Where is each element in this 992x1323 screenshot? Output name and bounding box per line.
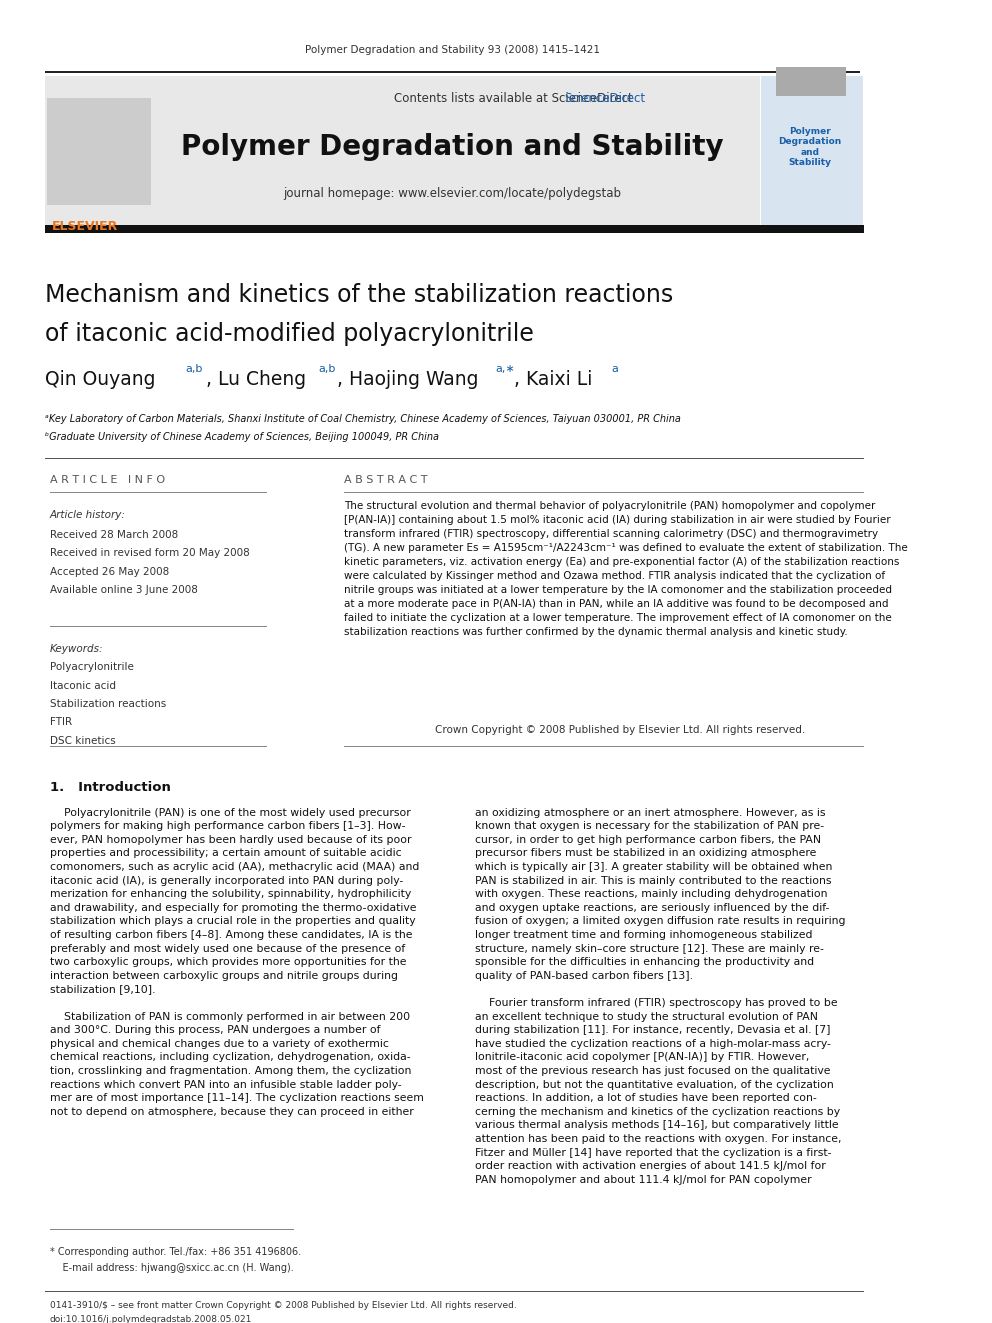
Text: doi:10.1016/j.polymdegradstab.2008.05.021: doi:10.1016/j.polymdegradstab.2008.05.02… [50, 1315, 252, 1323]
Text: Mechanism and kinetics of the stabilization reactions: Mechanism and kinetics of the stabilizat… [46, 283, 674, 307]
Text: Keywords:: Keywords: [50, 644, 103, 654]
Text: a: a [612, 364, 619, 374]
Text: ScienceDirect: ScienceDirect [563, 91, 645, 105]
Text: FTIR: FTIR [50, 717, 71, 728]
Text: a,b: a,b [186, 364, 203, 374]
Text: ᵃKey Laboratory of Carbon Materials, Shanxi Institute of Coal Chemistry, Chinese: ᵃKey Laboratory of Carbon Materials, Sha… [46, 414, 682, 423]
Text: , Haojing Wang: , Haojing Wang [336, 370, 478, 389]
Text: Itaconic acid: Itaconic acid [50, 680, 116, 691]
Text: Qin Ouyang: Qin Ouyang [46, 370, 156, 389]
Text: DSC kinetics: DSC kinetics [50, 736, 115, 746]
Text: Received 28 March 2008: Received 28 March 2008 [50, 531, 178, 540]
Text: Polymer Degradation and Stability: Polymer Degradation and Stability [182, 132, 724, 160]
Text: E-mail address: hjwang@sxicc.ac.cn (H. Wang).: E-mail address: hjwang@sxicc.ac.cn (H. W… [50, 1263, 294, 1273]
Text: Available online 3 June 2008: Available online 3 June 2008 [50, 585, 197, 595]
Text: a,∗: a,∗ [495, 364, 515, 374]
Text: a,b: a,b [318, 364, 336, 374]
Text: The structural evolution and thermal behavior of polyacrylonitrile (PAN) homopol: The structural evolution and thermal beh… [344, 501, 908, 638]
Text: ELSEVIER: ELSEVIER [52, 220, 118, 233]
Text: , Lu Cheng: , Lu Cheng [206, 370, 307, 389]
Text: of itaconic acid-modified polyacrylonitrile: of itaconic acid-modified polyacrylonitr… [46, 321, 534, 345]
Text: Stabilization reactions: Stabilization reactions [50, 699, 166, 709]
Text: Polymer Degradation and Stability 93 (2008) 1415–1421: Polymer Degradation and Stability 93 (20… [305, 45, 600, 54]
Text: an oxidizing atmosphere or an inert atmosphere. However, as is
known that oxygen: an oxidizing atmosphere or an inert atmo… [475, 807, 845, 1185]
Text: ᵇGraduate University of Chinese Academy of Sciences, Beijing 100049, PR China: ᵇGraduate University of Chinese Academy … [46, 433, 439, 442]
Text: Received in revised form 20 May 2008: Received in revised form 20 May 2008 [50, 549, 250, 558]
Text: Polyacrylonitrile (PAN) is one of the most widely used precursor
polymers for ma: Polyacrylonitrile (PAN) is one of the mo… [50, 807, 424, 1117]
Text: 1.   Introduction: 1. Introduction [50, 782, 171, 794]
Text: Contents lists available at ScienceDirect: Contents lists available at ScienceDirec… [394, 91, 632, 105]
Bar [46, 71, 860, 73]
Bar [46, 75, 760, 226]
Text: journal homepage: www.elsevier.com/locate/polydegstab: journal homepage: www.elsevier.com/locat… [284, 188, 621, 200]
Bar [46, 225, 864, 233]
Text: Polyacrylonitrile: Polyacrylonitrile [50, 663, 134, 672]
Bar [761, 75, 863, 226]
Text: A R T I C L E   I N F O: A R T I C L E I N F O [50, 475, 165, 486]
Text: 0141-3910/$ – see front matter Crown Copyright © 2008 Published by Elsevier Ltd.: 0141-3910/$ – see front matter Crown Cop… [50, 1301, 517, 1310]
Text: Polymer
Degradation
and
Stability: Polymer Degradation and Stability [779, 127, 841, 167]
Text: A B S T R A C T: A B S T R A C T [344, 475, 428, 486]
Bar [47, 98, 151, 205]
Text: Accepted 26 May 2008: Accepted 26 May 2008 [50, 566, 169, 577]
Bar [776, 66, 846, 95]
Text: , Kaixi Li: , Kaixi Li [514, 370, 592, 389]
Text: Crown Copyright © 2008 Published by Elsevier Ltd. All rights reserved.: Crown Copyright © 2008 Published by Else… [434, 725, 805, 736]
Text: Article history:: Article history: [50, 511, 126, 520]
Text: * Corresponding author. Tel./fax: +86 351 4196806.: * Corresponding author. Tel./fax: +86 35… [50, 1248, 301, 1257]
